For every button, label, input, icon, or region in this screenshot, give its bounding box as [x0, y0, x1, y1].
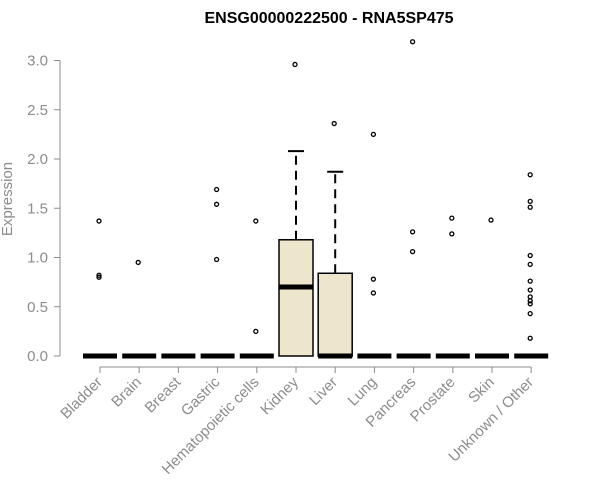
outlier-point: [213, 201, 220, 207]
outlier-point: [370, 290, 377, 296]
box-group: [514, 172, 549, 359]
outlier-point: [96, 272, 102, 278]
outlier-point: [213, 186, 220, 193]
x-tick-label: Skin: [465, 374, 498, 407]
x-tick-label: Lung: [345, 374, 381, 410]
outlier-point: [213, 256, 220, 263]
outlier-point: [527, 335, 533, 341]
outlier-point: [527, 287, 533, 293]
outlier-point: [527, 252, 533, 259]
outlier-point: [253, 218, 259, 224]
outlier-point: [409, 229, 416, 235]
outlier-point: [96, 218, 102, 224]
y-tick-label: 3.0: [27, 53, 48, 70]
outlier-point: [253, 328, 259, 335]
x-tick-label: Brain: [108, 374, 145, 411]
x-tick-label: Liver: [306, 374, 341, 409]
box-group: [435, 215, 470, 359]
box-group: [278, 61, 314, 357]
outlier-point: [96, 274, 102, 280]
y-tick-label: 0.5: [27, 299, 48, 316]
box-group: [396, 39, 431, 359]
y-axis: 0.0 0.5 1.0 1.5 2.0 2.5 3.0: [27, 53, 61, 365]
box-group: [475, 217, 509, 359]
box-body: [317, 272, 353, 357]
outlier-point: [449, 215, 455, 221]
outlier-point: [527, 301, 533, 307]
outlier-point: [527, 278, 533, 284]
outlier-point: [527, 298, 533, 304]
outlier-point: [527, 204, 533, 210]
outlier-point: [409, 39, 416, 45]
y-tick-label: 0.0: [27, 348, 48, 365]
box-group: [317, 120, 353, 359]
outlier-point: [409, 248, 416, 255]
chart-title: ENSG00000222500 - RNA5SP475: [204, 10, 453, 27]
x-tick-label: Bladder: [57, 374, 106, 423]
outlier-point: [527, 261, 533, 268]
outlier-point: [331, 120, 337, 127]
y-tick-label: 1.0: [27, 250, 48, 267]
outlier-point: [292, 61, 298, 68]
outlier-point: [370, 276, 377, 282]
box-group: [122, 259, 157, 359]
outlier-point: [527, 198, 533, 205]
box-group: [83, 218, 117, 359]
x-tick-label: Breast: [142, 373, 185, 416]
outlier-point: [527, 310, 533, 317]
box-body: [278, 239, 314, 357]
plot-area: [83, 39, 549, 359]
box-group: [200, 186, 235, 359]
y-tick-label: 2.5: [27, 102, 48, 119]
outlier-point: [527, 172, 533, 178]
x-tick-label: Kidney: [257, 373, 302, 418]
outlier-point: [449, 231, 455, 237]
outlier-point: [488, 217, 494, 223]
y-tick-label: 2.0: [27, 151, 48, 168]
box-group: [357, 131, 392, 359]
y-axis-label: Expression: [0, 162, 16, 236]
outlier-point: [135, 259, 141, 266]
box-group: [239, 218, 274, 359]
outlier-point: [370, 131, 377, 138]
y-tick-label: 1.5: [27, 200, 48, 217]
